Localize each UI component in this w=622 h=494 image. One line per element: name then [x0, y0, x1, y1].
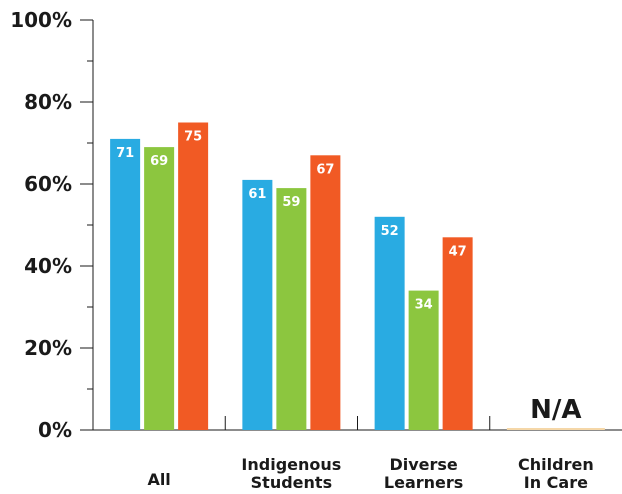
x-category-label-line: Diverse [389, 455, 457, 474]
x-category-label: Children In Care [518, 455, 594, 492]
bar-value-label: 34 [415, 298, 433, 313]
bar-value-label: 67 [316, 162, 334, 177]
y-tick-label: 60% [24, 172, 72, 196]
na-label: N/A [530, 395, 581, 425]
bar-value-label: 69 [150, 154, 168, 169]
bar-value-label: 61 [248, 187, 266, 202]
bar-value-label: 71 [116, 146, 134, 161]
y-tick-label: 20% [24, 336, 72, 360]
missing-data-group: N/A [506, 395, 605, 430]
y-tick-label: 100% [10, 8, 72, 32]
x-category-label-line: Learners [384, 473, 463, 492]
bar [276, 188, 307, 430]
x-category-label: Indigenous Students [241, 455, 341, 492]
bar-value-label: 47 [449, 244, 467, 259]
bar [178, 122, 209, 430]
bar-value-label: 52 [381, 224, 399, 239]
bar-value-label: 59 [282, 195, 300, 210]
x-ticks [224, 416, 491, 430]
y-ticks: 0% 20% 40% 60% 80% 100% [10, 8, 93, 442]
x-category-label-line: Children [518, 455, 594, 474]
y-tick-label: 80% [24, 90, 72, 114]
bar [310, 155, 341, 431]
bar [408, 290, 439, 430]
y-tick-label: 0% [38, 418, 72, 442]
x-category-label-line: Students [251, 473, 332, 492]
na-baseline-mark [506, 428, 605, 430]
bar [110, 138, 141, 430]
x-category-label-line: Indigenous [241, 455, 341, 474]
x-category-label: All [147, 470, 170, 489]
bar [144, 147, 175, 430]
bar-labels: 71 69 75 61 59 67 52 34 47 [116, 130, 467, 313]
bars [110, 122, 473, 431]
category-labels: All Indigenous Students Diverse Learners Chil… [147, 455, 593, 492]
x-category-label-line: In Care [524, 473, 588, 492]
bar [242, 179, 273, 430]
y-tick-label: 40% [24, 254, 72, 278]
x-category-label-line: All [147, 470, 170, 489]
bar-value-label: 75 [184, 130, 202, 145]
bar [442, 237, 473, 430]
x-category-label: Diverse Learners [384, 455, 463, 492]
bar [374, 216, 405, 430]
